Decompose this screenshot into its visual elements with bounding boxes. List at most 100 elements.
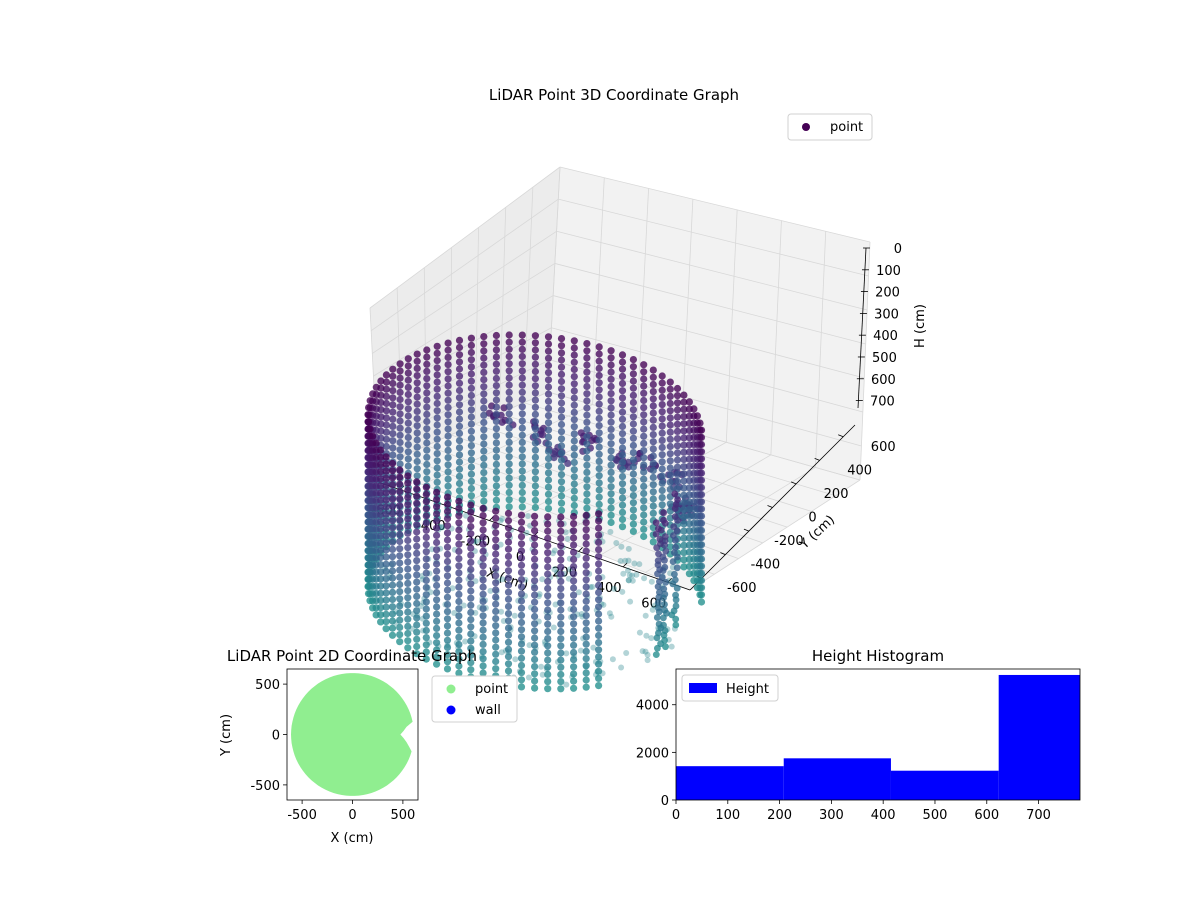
hist-y-tick-label: 0 [661,794,669,809]
point-3d [480,569,487,576]
point-3d [667,436,674,443]
point-3d [397,367,404,374]
point-3d [698,534,705,541]
point-3d [492,608,499,615]
point-3d [650,431,657,438]
point-3d [433,560,440,567]
point-3d [468,392,475,399]
point-3d [389,510,396,517]
point-3d [434,457,441,464]
point-3d [558,342,565,349]
point-3d [456,466,463,473]
point-3d [404,537,411,544]
hist-x-tick-label: 400 [871,808,896,823]
point-3d [518,576,525,583]
point-3d [596,494,603,501]
point-3d [630,392,637,399]
point-3d [445,411,452,418]
point-3d [544,556,551,563]
point-3d [659,394,666,401]
point-3d [505,589,512,596]
point-3d [630,385,637,392]
point-3d [583,526,590,533]
point-3d [383,468,390,475]
point-3d [544,614,551,621]
point-3d [655,551,662,558]
point-3d [698,563,705,570]
point-3d [389,625,396,632]
point-3d [462,639,468,645]
x-tick-label-2d: -500 [287,808,317,823]
point-3d [669,644,675,650]
point-3d [397,417,404,424]
point-3d [650,510,657,517]
point-3d [608,369,615,376]
point-3d [640,476,647,483]
point-3d [544,571,551,578]
point-3d [630,492,637,499]
point-3d [423,634,430,641]
z-tick-label-3d: 700 [870,395,895,410]
hist-x-tick-label: 300 [819,808,844,823]
point-3d [531,520,538,527]
point-3d [480,390,487,397]
point-3d [467,630,474,637]
point-3d [571,409,578,416]
point-3d [558,492,565,499]
point-3d [698,520,705,527]
point-3d [571,366,578,373]
point-3d [571,437,578,444]
point-3d [583,340,590,347]
point-3d [595,639,602,646]
point-3d [506,382,513,389]
point-3d [531,577,538,584]
point-3d [698,434,705,441]
point-3d [558,428,565,435]
point-3d [480,462,487,469]
point-3d [619,444,626,451]
point-3d [456,365,463,372]
point-3d [583,634,590,641]
point-3d [619,473,626,480]
point-3d [493,368,500,375]
point-3d [595,525,602,532]
point-3d [519,460,526,467]
point-3d [455,519,462,526]
point-3d [377,377,384,384]
point-3d [531,570,538,577]
point-3d [640,511,647,518]
point-3d [630,471,637,478]
point-3d [640,361,647,368]
point-3d [570,527,577,534]
point-3d [531,592,538,599]
point-3d [480,662,487,669]
point-3d [434,379,441,386]
point-3d [531,634,538,641]
point-3d [506,503,513,510]
point-3d [404,623,411,630]
point-3d [423,382,430,389]
point-3d [423,439,430,446]
point-3d [595,510,602,517]
point-3d [389,517,396,524]
point-3d [518,569,525,576]
point-3d [505,567,512,574]
point-3d [518,676,525,683]
point-3d [444,579,451,586]
point-3d [433,532,440,539]
point-3d [630,456,637,463]
point-3d [456,423,463,430]
point-3d [480,584,487,591]
point-3d [397,446,404,453]
point-3d [468,378,475,385]
point-3d [558,349,565,356]
point-3d [531,649,538,656]
point-3d [596,429,603,436]
point-3d [619,495,626,502]
point-3d [532,389,539,396]
point-3d [414,436,421,443]
point-3d [467,616,474,623]
point-3d [558,464,565,471]
point-3d [505,539,512,546]
point-3d [414,372,421,379]
